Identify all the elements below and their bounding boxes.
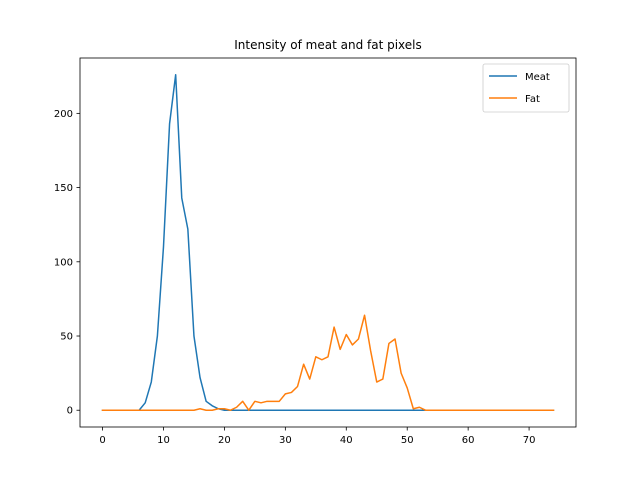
plot-frame <box>79 57 577 428</box>
legend-label-fat: Fat <box>525 94 540 105</box>
x-tick-label: 60 <box>462 435 475 446</box>
legend-label-meat: Meat <box>525 72 550 83</box>
y-tick-label: 200 <box>54 109 73 120</box>
axis-ticks: 0 10 20 30 40 50 60 70 0 50 100 150 200 <box>54 109 536 446</box>
x-tick-label: 50 <box>401 435 414 446</box>
x-tick-label: 20 <box>218 435 231 446</box>
y-tick-label: 100 <box>54 257 73 268</box>
plot-lines <box>101 74 555 411</box>
x-tick-label: 0 <box>99 435 105 446</box>
chart-title: Intensity of meat and fat pixels <box>234 38 422 52</box>
x-tick-label: 70 <box>523 435 536 446</box>
y-tick-label: 50 <box>60 332 73 343</box>
series-line-fat <box>101 314 555 411</box>
x-tick-label: 10 <box>157 435 170 446</box>
y-tick-label: 0 <box>67 406 73 417</box>
x-tick-label: 40 <box>340 435 353 446</box>
x-tick-label: 30 <box>279 435 292 446</box>
y-tick-label: 150 <box>54 183 73 194</box>
legend: Meat Fat <box>482 63 570 113</box>
